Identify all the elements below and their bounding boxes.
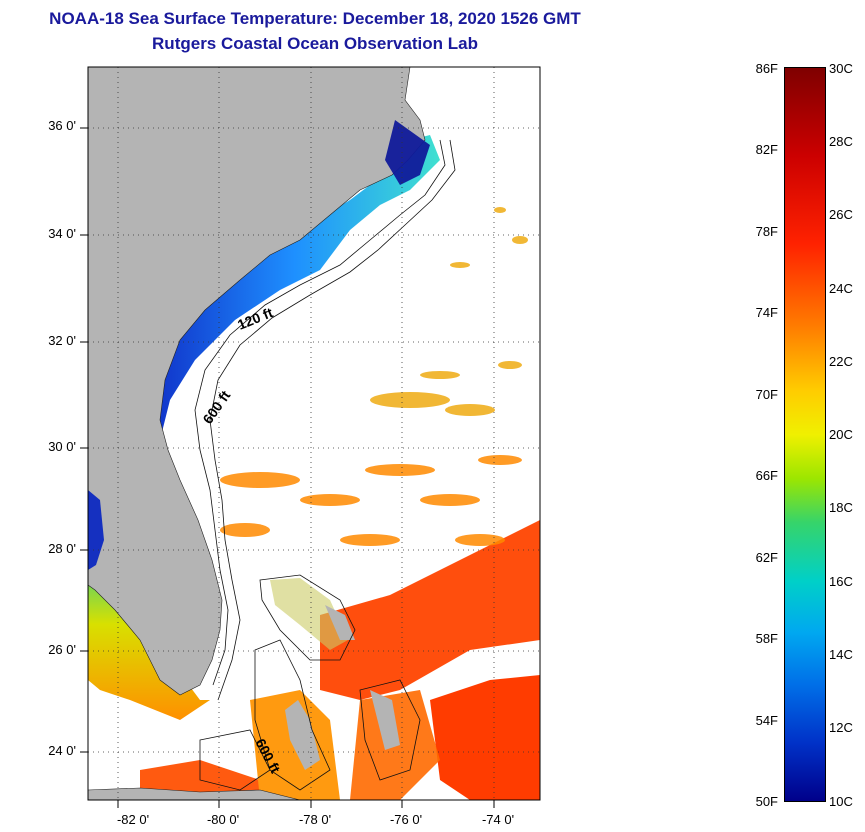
lon-tick-label: -78 0' xyxy=(298,812,332,827)
map-title: NOAA-18 Sea Surface Temperature: Decembe… xyxy=(49,9,581,28)
colorbar-label-f: 62F xyxy=(755,550,778,565)
lat-tick-label: 34 0' xyxy=(48,226,76,241)
colorbar-label-c: 14C xyxy=(829,647,853,662)
lat-tick-label: 32 0' xyxy=(48,333,76,348)
map-tick-marks xyxy=(80,127,495,808)
graticule xyxy=(88,67,540,800)
colorbar-label-f: 70F xyxy=(755,387,778,402)
colorbar-label-f: 74F xyxy=(755,305,778,320)
colorbar-label-c: 22C xyxy=(829,354,853,369)
colorbar-label-c: 12C xyxy=(829,720,853,735)
colorbar-label-f: 54F xyxy=(755,713,778,728)
temperature-colorbar xyxy=(784,67,826,802)
colorbar-label-f: 58F xyxy=(755,631,778,646)
colorbar-label-c: 28C xyxy=(829,134,853,149)
colorbar-label-c: 16C xyxy=(829,574,853,589)
colorbar-label-f: 66F xyxy=(755,468,778,483)
lon-tick-label: -74 0' xyxy=(481,812,515,827)
lat-tick-label: 30 0' xyxy=(48,439,76,454)
colorbar-label-f: 82F xyxy=(755,142,778,157)
colorbar-label-c: 26C xyxy=(829,207,853,222)
map-border xyxy=(87,66,541,801)
sst-coastal-cold-water xyxy=(150,135,440,440)
colorbar-label-f: 78F xyxy=(755,224,778,239)
lat-tick-label: 36 0' xyxy=(48,118,76,133)
lat-tick-label: 26 0' xyxy=(48,642,76,657)
map-subtitle: Rutgers Coastal Ocean Observation Lab xyxy=(152,34,478,53)
depth-contours xyxy=(194,139,456,791)
colorbar-label-c: 30C xyxy=(829,61,853,76)
colorbar-label-c: 24C xyxy=(829,281,853,296)
lat-tick-label: 24 0' xyxy=(48,743,76,758)
colorbar-label-f: 50F xyxy=(755,794,778,809)
land xyxy=(88,67,430,800)
colorbar-label-f: 86F xyxy=(755,61,778,76)
lon-tick-label: -82 0' xyxy=(116,812,150,827)
colorbar-label-c: 20C xyxy=(829,427,853,442)
lon-tick-label: -76 0' xyxy=(389,812,423,827)
lon-tick-label: -80 0' xyxy=(206,812,240,827)
colorbar-label-c: 10C xyxy=(829,794,853,809)
lat-tick-label: 28 0' xyxy=(48,541,76,556)
colorbar-label-c: 18C xyxy=(829,500,853,515)
